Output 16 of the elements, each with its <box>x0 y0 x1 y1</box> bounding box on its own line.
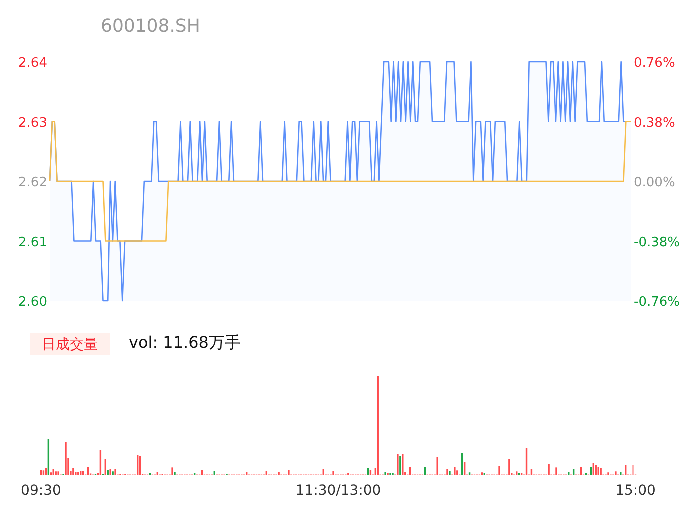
chart-title: 日成交量 <box>42 337 98 353</box>
chart-title: 600108.SH <box>101 16 200 37</box>
y-tick-label: 2.62 <box>18 176 48 190</box>
x-tick-label: 11:30/13:00 <box>296 483 382 499</box>
y-tick-label: 2.61 <box>18 235 48 250</box>
y2-tick-label: 0.76% <box>634 56 676 71</box>
y-tick-label: 2.63 <box>18 116 48 131</box>
y-tick-label: 2.64 <box>18 56 48 71</box>
x-tick-label: 09:30 <box>21 483 62 499</box>
y-tick-label: 2.60 <box>18 295 48 310</box>
y2-tick-label: 0.38% <box>634 116 676 131</box>
chart-subtitle: vol: 11.68万手 <box>129 333 241 352</box>
y2-tick-label: 0.00% <box>634 176 676 190</box>
x-tick-label: 15:00 <box>616 483 656 499</box>
y2-tick-label: -0.76% <box>634 295 680 310</box>
y2-tick-label: -0.38% <box>634 235 680 250</box>
